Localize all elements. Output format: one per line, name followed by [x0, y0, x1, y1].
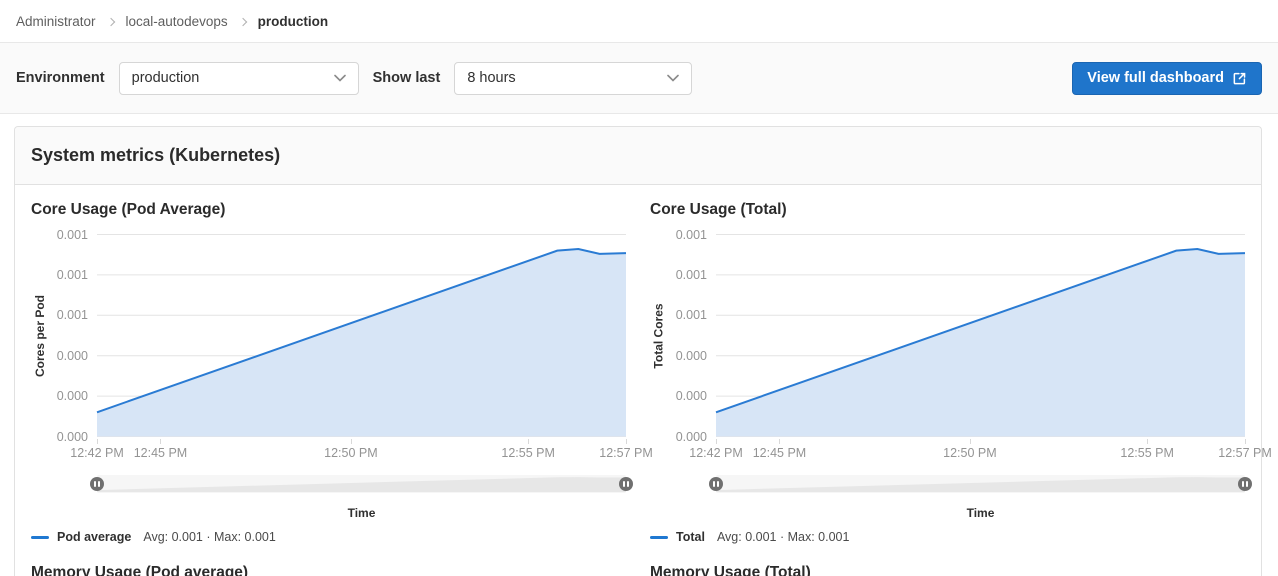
breadcrumb-item-administrator[interactable]: Administrator — [16, 14, 96, 29]
x-axis-tickmark — [350, 439, 352, 444]
y-axis-tick-label: 0.000 — [56, 389, 88, 404]
chart-title-memory-pod-average: Memory Usage (Pod average) — [31, 564, 249, 576]
y-axis-tick-label: 0.001 — [56, 267, 88, 282]
panel-header: System metrics (Kubernetes) — [15, 127, 1261, 185]
plot-wrap: Total Cores 0.001 0.001 0.001 0.000 0.000 0.0… — [650, 228, 1245, 444]
slider-handle-right[interactable] — [619, 477, 633, 491]
x-axis-tick-label: 12:50 PM — [324, 446, 378, 460]
chart-title: Core Usage (Total) — [650, 201, 787, 218]
x-axis-tick-label: 12:55 PM — [501, 446, 555, 460]
y-axis-tick-label: 0.001 — [675, 308, 707, 323]
environment-dropdown-value: production — [131, 70, 200, 86]
y-axis-title: Total Cores — [650, 233, 668, 438]
plot-wrap: Cores per Pod 0.001 0.001 0.001 0.000 0.000 0… — [31, 228, 626, 444]
x-axis-labels: 12:42 PM 12:45 PM 12:50 PM 12:55 PM 12:57 PM — [689, 439, 1272, 462]
external-link-icon — [1233, 72, 1246, 84]
chart-core-usage-pod-average: Core Usage (Pod Average) Cores per Pod 0… — [31, 201, 653, 544]
plot-area[interactable] — [97, 233, 626, 438]
x-axis-title: Time — [347, 506, 376, 520]
breadcrumb-item-current: production — [257, 14, 329, 29]
y-axis-ticks: 0.001 0.001 0.001 0.000 0.000 0.000 — [668, 228, 716, 444]
legend-series-stats: Avg: 0.001 · Max: 0.001 — [143, 530, 276, 544]
x-axis-labels: 12:42 PM 12:45 PM 12:50 PM 12:55 PM 12:57 PM — [70, 439, 653, 462]
metrics-filter-bar: Environment production Show last 8 hours… — [0, 42, 1278, 114]
chevron-right-icon — [106, 17, 115, 26]
show-last-dropdown-value: 8 hours — [467, 70, 516, 86]
legend-series-name: Pod average — [57, 530, 132, 544]
slider-handle-right[interactable] — [1238, 477, 1252, 491]
y-axis-tick-label: 0.001 — [675, 267, 707, 282]
x-axis-tickmark — [528, 439, 530, 444]
x-axis-tick-label: 12:42 PM — [689, 446, 743, 460]
legend-series-name: Total — [676, 530, 705, 544]
y-axis-title: Cores per Pod — [31, 233, 49, 438]
x-axis-tickmark — [969, 439, 971, 444]
x-axis-tickmark — [1147, 439, 1149, 444]
x-axis-tick-label: 12:57 PM — [599, 446, 653, 460]
legend-item[interactable]: Total Avg: 0.001 · Max: 0.001 — [650, 530, 1245, 544]
y-axis-tick-label: 0.000 — [675, 348, 707, 363]
panel-body: Core Usage (Pod Average) Cores per Pod 0… — [15, 185, 1272, 576]
y-axis-tick-label: 0.001 — [56, 227, 88, 242]
y-axis-tick-label: 0.000 — [675, 389, 707, 404]
view-full-dashboard-button[interactable]: View full dashboard — [1072, 61, 1262, 95]
panel-title: System metrics (Kubernetes) — [31, 145, 281, 165]
y-axis-tick-label: 0.000 — [675, 429, 707, 444]
chart-title: Core Usage (Pod Average) — [31, 201, 226, 218]
x-axis-tickmark — [97, 439, 98, 444]
show-last-label: Show last — [372, 70, 441, 86]
y-axis-tick-label: 0.000 — [56, 348, 88, 363]
area-chart-canvas — [716, 233, 1245, 438]
plot-area[interactable] — [716, 233, 1245, 438]
x-axis-tick-label: 12:45 PM — [752, 446, 807, 460]
x-axis-tick-label: 12:42 PM — [70, 446, 124, 460]
area-chart-canvas — [97, 233, 626, 438]
slider-silhouette — [97, 477, 626, 492]
breadcrumb-item-project[interactable]: local-autodevops — [125, 14, 228, 29]
slider-handle-left[interactable] — [90, 477, 104, 491]
chevron-right-icon — [238, 17, 247, 26]
time-range-slider[interactable] — [90, 475, 633, 493]
x-axis-tickmark — [1245, 439, 1246, 444]
slider-handle-left[interactable] — [709, 477, 723, 491]
legend-swatch-icon — [31, 535, 49, 539]
breadcrumb: Administrator local-autodevops productio… — [0, 0, 1278, 42]
slider-silhouette — [716, 477, 1245, 492]
y-axis-ticks: 0.001 0.001 0.001 0.000 0.000 0.000 — [49, 228, 97, 444]
environment-label: Environment — [16, 70, 105, 86]
x-axis-tick-label: 12:57 PM — [1218, 446, 1272, 460]
show-last-dropdown[interactable]: 8 hours — [454, 61, 693, 95]
y-axis-tick-label: 0.001 — [675, 227, 707, 242]
environment-dropdown[interactable]: production — [118, 61, 359, 95]
x-axis-title: Time — [966, 506, 995, 520]
chevron-down-icon — [667, 74, 680, 82]
x-axis-tick-label: 12:45 PM — [133, 446, 188, 460]
time-range-slider[interactable] — [709, 475, 1252, 493]
legend-item[interactable]: Pod average Avg: 0.001 · Max: 0.001 — [31, 530, 626, 544]
chart-title-memory-total: Memory Usage (Total) — [650, 564, 811, 576]
y-axis-title-text: Cores per Pod — [33, 294, 47, 377]
legend-series-stats: Avg: 0.001 · Max: 0.001 — [716, 530, 850, 544]
system-metrics-panel: System metrics (Kubernetes) Core Usage (… — [14, 126, 1272, 576]
chart-core-usage-total: Core Usage (Total) Total Cores 0.001 0.00… — [650, 201, 1272, 544]
chevron-down-icon — [333, 74, 346, 82]
x-axis-tickmark — [716, 439, 717, 444]
x-axis-tickmark — [626, 439, 627, 444]
x-axis-tickmark — [779, 439, 781, 444]
y-axis-title-text: Total Cores — [652, 302, 666, 369]
x-axis-tickmark — [160, 439, 162, 444]
y-axis-tick-label: 0.001 — [56, 308, 88, 323]
view-full-dashboard-label: View full dashboard — [1087, 70, 1224, 86]
x-axis-tick-label: 12:50 PM — [943, 446, 997, 460]
y-axis-tick-label: 0.000 — [56, 429, 88, 444]
x-axis-tick-label: 12:55 PM — [1120, 446, 1174, 460]
legend-swatch-icon — [650, 535, 668, 539]
